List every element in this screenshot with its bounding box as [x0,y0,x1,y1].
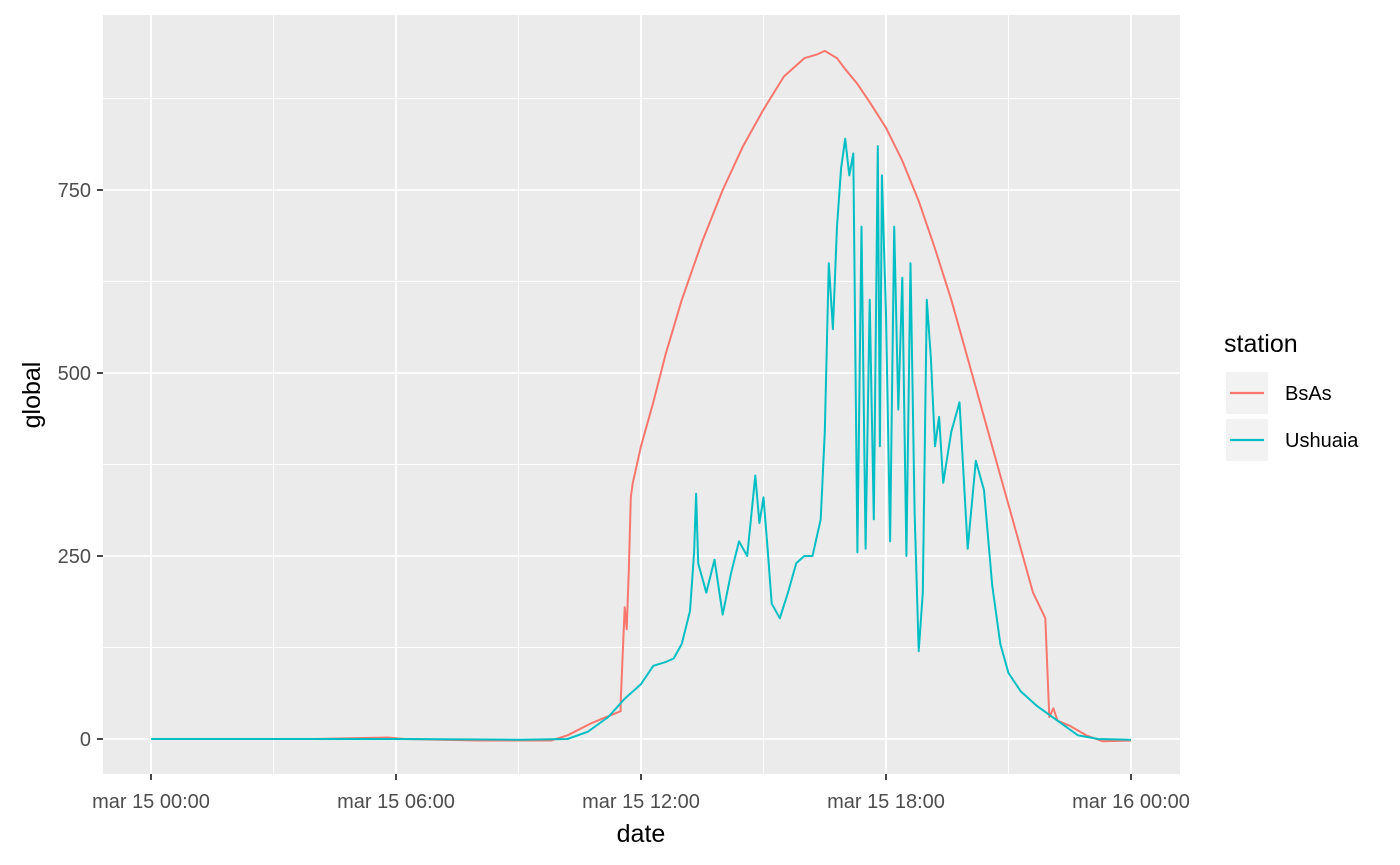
series-layer [151,49,1132,743]
y-tick-label: 750 [58,180,91,202]
x-tick-label: mar 15 12:00 [582,791,700,813]
y-axis: 0 250 500 750 [58,180,103,751]
x-tick-label: mar 15 00:00 [92,791,210,813]
y-axis-title: global [18,362,46,429]
x-tick-label: mar 15 18:00 [827,791,945,813]
legend-label-bsas: BsAs [1285,383,1332,405]
y-tick-label: 500 [58,363,91,385]
legend-title: station [1224,330,1298,358]
series-line-ushuaia [151,137,1132,741]
x-tick-label: mar 15 06:00 [337,791,455,813]
x-axis-title: date [617,820,666,848]
series-line-bsas [151,49,1132,743]
x-tick-label: mar 16 00:00 [1072,791,1190,813]
y-tick-label: 0 [80,729,91,751]
legend: station BsAs Ushuaia [1224,330,1359,461]
y-tick-label: 250 [58,546,91,568]
x-axis: mar 15 00:00 mar 15 06:00 mar 15 12:00 mar … [92,774,1190,813]
major-grid [103,15,1180,774]
legend-label-ushuaia: Ushuaia [1285,430,1359,452]
